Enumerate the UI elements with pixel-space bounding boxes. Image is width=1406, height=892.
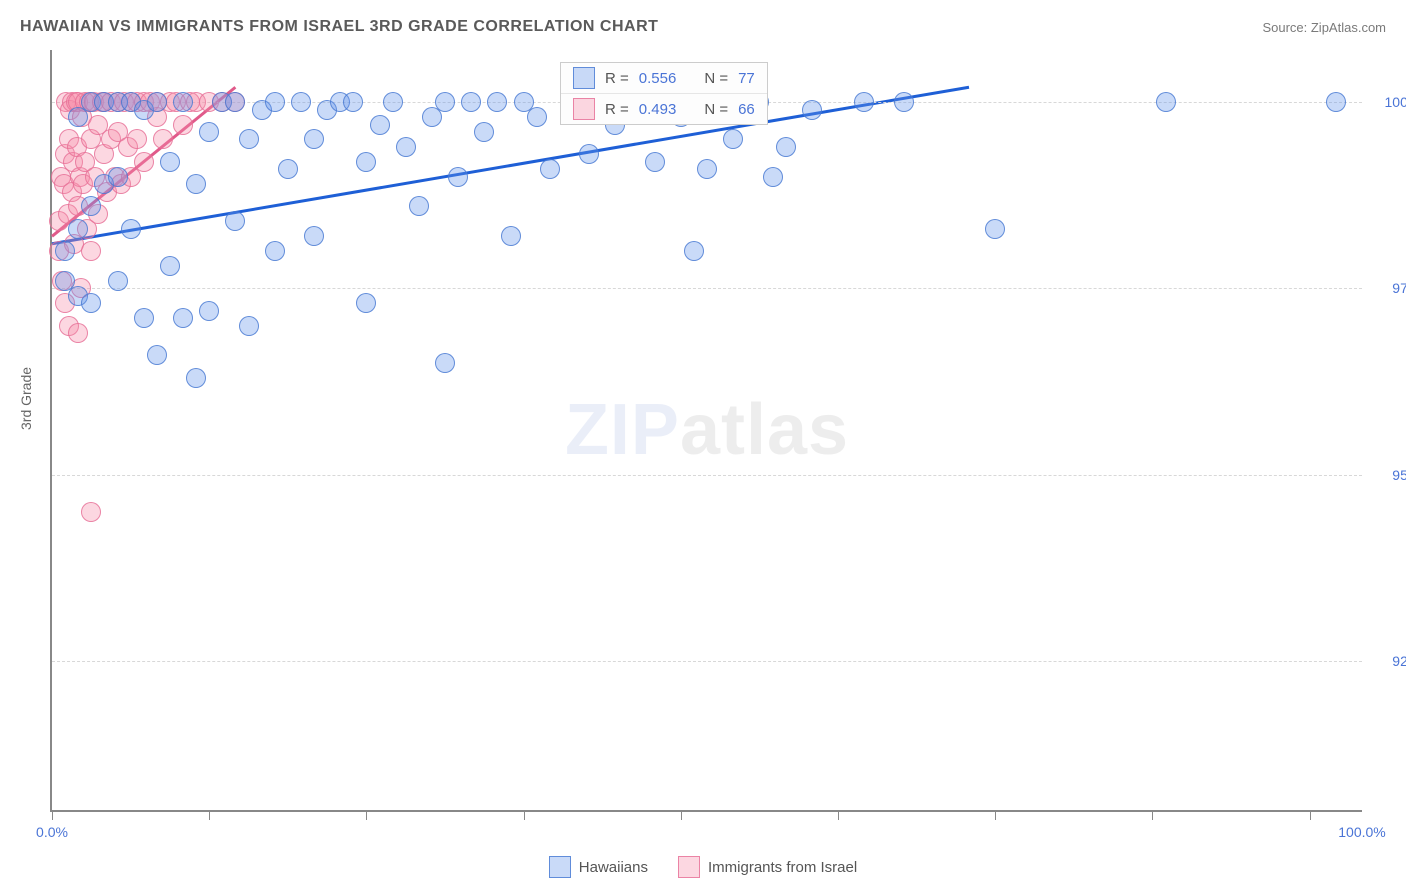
data-point	[147, 345, 167, 365]
data-point	[435, 92, 455, 112]
data-point	[55, 241, 75, 261]
r-value: 0.493	[639, 101, 677, 118]
swatch-israel	[573, 98, 595, 120]
data-point	[278, 159, 298, 179]
data-point	[108, 167, 128, 187]
data-point	[854, 92, 874, 112]
data-point	[527, 107, 547, 127]
data-point	[199, 122, 219, 142]
data-point	[291, 92, 311, 112]
y-tick-label: 100.0%	[1372, 94, 1406, 110]
data-point	[81, 502, 101, 522]
r-value: 0.556	[639, 70, 677, 87]
data-point	[265, 92, 285, 112]
data-point	[239, 316, 259, 336]
swatch-israel	[678, 856, 700, 878]
data-point	[1326, 92, 1346, 112]
legend-label: Hawaiians	[579, 859, 648, 876]
data-point	[540, 159, 560, 179]
data-point	[474, 122, 494, 142]
data-point	[501, 226, 521, 246]
data-point	[776, 137, 796, 157]
n-label: N =	[704, 101, 728, 118]
chart-frame: HAWAIIAN VS IMMIGRANTS FROM ISRAEL 3RD G…	[0, 0, 1406, 892]
data-point	[134, 308, 154, 328]
data-point	[763, 167, 783, 187]
y-tick-label: 95.0%	[1372, 467, 1406, 483]
data-point	[127, 129, 147, 149]
series-legend: Hawaiians Immigrants from Israel	[0, 856, 1406, 878]
data-point	[68, 323, 88, 343]
data-point	[370, 115, 390, 135]
data-point	[225, 211, 245, 231]
data-point	[356, 152, 376, 172]
data-point	[343, 92, 363, 112]
data-point	[383, 92, 403, 112]
data-point	[356, 293, 376, 313]
data-point	[186, 368, 206, 388]
data-point	[894, 92, 914, 112]
data-point	[409, 196, 429, 216]
data-point	[173, 308, 193, 328]
n-value: 77	[738, 70, 755, 87]
chart-title: HAWAIIAN VS IMMIGRANTS FROM ISRAEL 3RD G…	[20, 18, 658, 36]
y-tick-label: 92.5%	[1372, 653, 1406, 669]
data-point	[802, 100, 822, 120]
legend-item-hawaiians: Hawaiians	[549, 856, 648, 878]
data-point	[68, 219, 88, 239]
swatch-hawaiians	[573, 67, 595, 89]
data-point	[81, 196, 101, 216]
data-point	[153, 129, 173, 149]
data-point	[1156, 92, 1176, 112]
data-point	[304, 226, 324, 246]
legend-label: Immigrants from Israel	[708, 859, 857, 876]
source-attribution: Source: ZipAtlas.com	[1262, 20, 1386, 35]
data-point	[186, 174, 206, 194]
n-label: N =	[704, 70, 728, 87]
data-point	[134, 152, 154, 172]
data-point	[396, 137, 416, 157]
n-value: 66	[738, 101, 755, 118]
data-point	[81, 241, 101, 261]
x-tick-label-right: 100.0%	[1338, 824, 1385, 840]
y-axis-label: 3rd Grade	[18, 367, 34, 430]
data-point	[723, 129, 743, 149]
data-point	[147, 92, 167, 112]
legend-row-hawaiians: R = 0.556 N = 77	[561, 63, 767, 94]
data-point	[435, 353, 455, 373]
data-point	[108, 271, 128, 291]
r-label: R =	[605, 101, 629, 118]
data-point	[225, 92, 245, 112]
data-point	[121, 219, 141, 239]
legend-row-israel: R = 0.493 N = 66	[561, 94, 767, 124]
data-point	[985, 219, 1005, 239]
data-point	[304, 129, 324, 149]
data-point	[579, 144, 599, 164]
data-point	[199, 301, 219, 321]
data-point	[487, 92, 507, 112]
data-point	[173, 115, 193, 135]
data-point	[160, 152, 180, 172]
data-point	[684, 241, 704, 261]
data-point	[160, 256, 180, 276]
data-point	[265, 241, 285, 261]
swatch-hawaiians	[549, 856, 571, 878]
data-point	[173, 92, 193, 112]
data-point	[81, 293, 101, 313]
data-point	[461, 92, 481, 112]
data-point	[448, 167, 468, 187]
correlation-legend: R = 0.556 N = 77 R = 0.493 N = 66	[560, 62, 768, 125]
data-point	[697, 159, 717, 179]
r-label: R =	[605, 70, 629, 87]
x-tick-label-left: 0.0%	[36, 824, 68, 840]
y-tick-label: 97.5%	[1372, 280, 1406, 296]
data-point	[645, 152, 665, 172]
data-point	[239, 129, 259, 149]
plot-area: ZIPatlas 92.5%95.0%97.5%100.0%0.0%100.0%	[50, 50, 1362, 812]
legend-item-israel: Immigrants from Israel	[678, 856, 857, 878]
